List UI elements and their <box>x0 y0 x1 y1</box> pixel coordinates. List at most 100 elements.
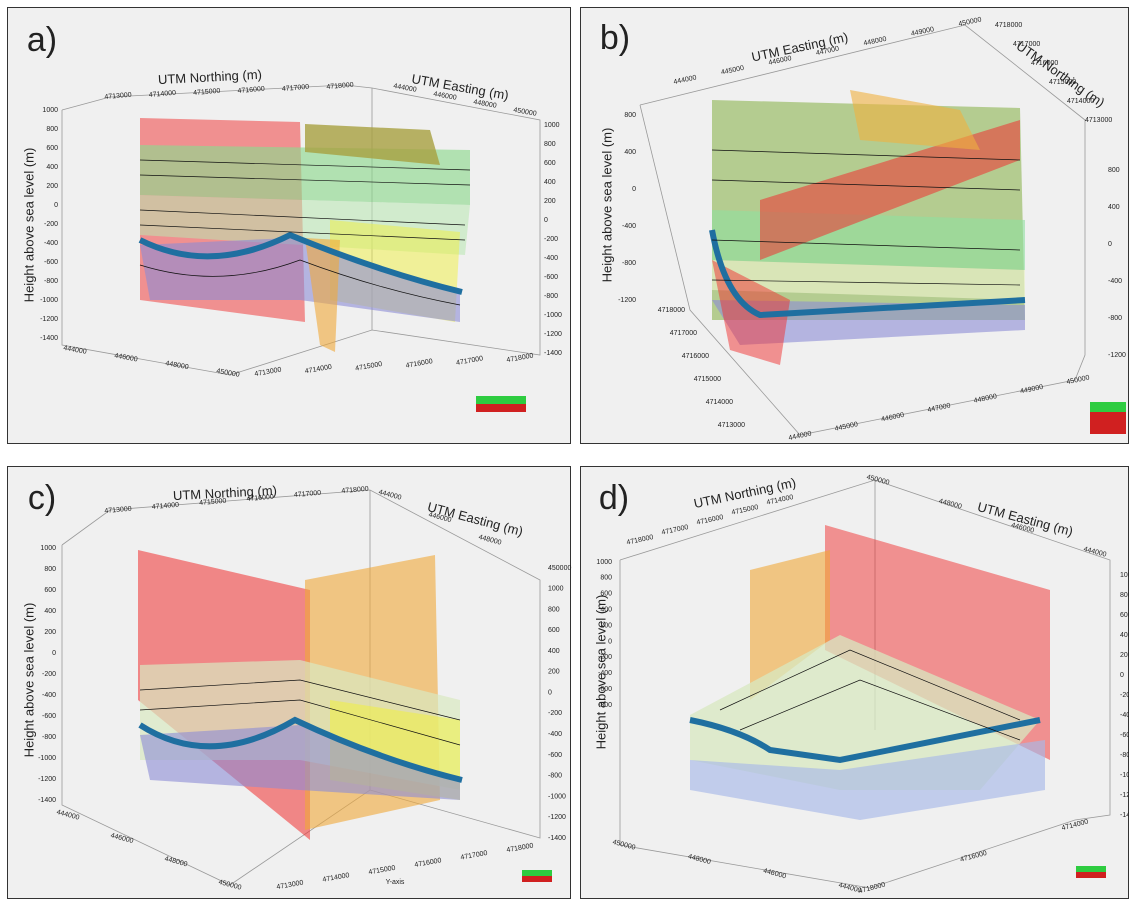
tick-label: -200 <box>544 236 558 243</box>
tick-label: -600 <box>42 713 56 720</box>
height-title: Height above sea level (m) <box>21 603 36 758</box>
label: d) <box>599 479 629 517</box>
tick-label: -1200 <box>38 776 56 783</box>
tick-label: -800 <box>44 278 58 285</box>
tick-label: -200 <box>548 710 562 717</box>
tick-label: -400 <box>622 223 636 230</box>
tick-label: 1000 <box>40 545 56 552</box>
northing-title: UTM Northing (m) <box>173 483 278 503</box>
tick-label: 449000 <box>910 26 934 38</box>
tick-label: 4718000 <box>658 307 685 314</box>
tick-label: 4717000 <box>670 330 697 337</box>
tick-label: 600 <box>44 587 56 594</box>
tick-label: 0 <box>632 186 636 193</box>
tick-label: -400 <box>1108 278 1122 285</box>
tick-label: 450000 <box>958 16 982 28</box>
tick-label: -1000 <box>38 755 56 762</box>
tick-label: 4717000 <box>460 850 488 862</box>
tick-label: 0 <box>608 638 612 645</box>
tick-label: 400 <box>44 608 56 615</box>
tick-label: -1200 <box>544 331 562 338</box>
tick-label: 400 <box>600 607 612 614</box>
tick-label: -800 <box>42 734 56 741</box>
tick-label: 0 <box>548 689 552 696</box>
tick-label: 450000 <box>513 107 537 118</box>
tick-label: 4715000 <box>199 498 227 507</box>
tick-label: 0 <box>52 650 56 657</box>
tick-label: -1400 <box>1120 812 1129 819</box>
tick-label: -800 <box>548 773 562 780</box>
tick-label: 600 <box>46 145 58 152</box>
tick-label: -800 <box>544 293 558 300</box>
tick-label: 4717000 <box>282 84 310 93</box>
tick-label: -600 <box>598 686 612 693</box>
tick-label: -400 <box>1120 712 1129 719</box>
tick-label: 800 <box>624 112 636 119</box>
tick-label: 600 <box>548 627 560 634</box>
tick-label: -600 <box>548 752 562 759</box>
tick-label: 4714000 <box>322 872 350 884</box>
tick-label: 0 <box>1108 241 1112 248</box>
tick-label: -800 <box>1108 315 1122 322</box>
tick-label: -200 <box>598 654 612 661</box>
tick-label: 4718000 <box>506 353 534 365</box>
model-b <box>639 24 1086 436</box>
tick-label: 4713000 <box>104 92 132 101</box>
tick-label: 4718000 <box>326 82 354 91</box>
tick-label: 4716000 <box>237 86 265 95</box>
tick-label: 800 <box>1120 592 1129 599</box>
label: b) <box>600 19 630 57</box>
tick-label: -600 <box>44 259 58 266</box>
tick-label: 200 <box>548 669 560 676</box>
tick-label: 4714000 <box>152 502 180 511</box>
tick-label: 4714000 <box>706 399 733 406</box>
tick-label: 200 <box>44 629 56 636</box>
tick-label: -600 <box>1120 732 1129 739</box>
tick-label: 600 <box>1120 612 1129 619</box>
tick-label: 4716000 <box>682 353 709 360</box>
tick-label: 4716000 <box>1031 60 1058 67</box>
model-c <box>61 489 541 886</box>
tick-label: -1000 <box>1120 772 1129 779</box>
tick-label: -1200 <box>548 814 566 821</box>
tick-label: 1000 <box>596 559 612 566</box>
tick-label: 445000 <box>834 421 858 433</box>
tick-label: 450000 <box>216 368 240 379</box>
axis-note: Y-axis <box>386 879 405 886</box>
tick-label: 445000 <box>720 65 744 77</box>
tick-label: -800 <box>622 260 636 267</box>
tick-label: 4718000 <box>995 22 1022 29</box>
tick-label: -1200 <box>1120 792 1129 799</box>
tick-label: 444000 <box>393 83 417 94</box>
tick-label: -600 <box>544 274 558 281</box>
tick-label: 200 <box>544 198 556 205</box>
tick-label: 447000 <box>815 45 839 57</box>
tick-label: 4715000 <box>355 361 383 373</box>
northing-title: UTM Northing (m) <box>158 67 263 87</box>
tick-label: -400 <box>42 692 56 699</box>
tick-label: -400 <box>598 670 612 677</box>
tick-label: 4713000 <box>276 880 304 892</box>
tick-label: 448000 <box>863 36 887 48</box>
tick-label: -400 <box>44 240 58 247</box>
tick-label: -1400 <box>544 350 562 357</box>
tick-label: 4714000 <box>304 364 332 376</box>
tick-label: -1000 <box>544 312 562 319</box>
tick-label: -1200 <box>40 316 58 323</box>
tick-label: 448000 <box>473 99 497 110</box>
tick-label: 0 <box>54 202 58 209</box>
tick-label: -400 <box>548 731 562 738</box>
tick-label: 0 <box>544 217 548 224</box>
tick-label: 800 <box>544 141 556 148</box>
tick-label: 446000 <box>433 91 457 102</box>
tick-label: 4715000 <box>193 88 221 97</box>
tick-label: 4718000 <box>506 843 534 855</box>
tick-label: 200 <box>1120 652 1129 659</box>
tick-label: 4713000 <box>254 367 282 379</box>
tick-label: 400 <box>46 164 58 171</box>
tick-label: 4714000 <box>149 90 177 99</box>
tick-label: 200 <box>46 183 58 190</box>
tick-label: -1200 <box>1108 352 1126 359</box>
tick-label: 400 <box>544 179 556 186</box>
